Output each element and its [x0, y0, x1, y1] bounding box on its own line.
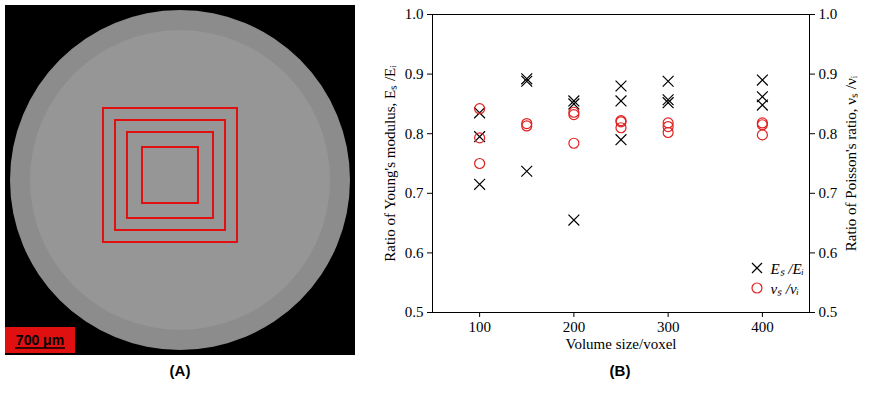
svg-text:0.7: 0.7: [819, 185, 838, 201]
svg-text:1.0: 1.0: [819, 6, 838, 22]
svg-text:0.6: 0.6: [819, 245, 838, 261]
svg-text:0.9: 0.9: [819, 66, 838, 82]
html-text:Eₛ /Eᵢ: Eₛ /Eᵢ: [770, 261, 804, 277]
svg-text:0.6: 0.6: [405, 245, 424, 261]
svg-text:0.8: 0.8: [405, 126, 424, 142]
svg-text:0.5: 0.5: [405, 304, 424, 320]
svg-text:300: 300: [657, 319, 680, 335]
html-text:(B): (B): [609, 362, 631, 379]
svg-text:0.8: 0.8: [819, 126, 838, 142]
svg-text:0.7: 0.7: [405, 185, 424, 201]
svg-text:Ratio of Young's modulus, Eₛ /: Ratio of Young's modulus, Eₛ /Eᵢ: [382, 65, 398, 262]
svg-text:400: 400: [751, 319, 774, 335]
html-text:νₛ /νᵢ: νₛ /νᵢ: [770, 281, 799, 297]
svg-text:100: 100: [468, 319, 491, 335]
svg-text:700 μm: 700 μm: [16, 332, 64, 348]
svg-text:0.5: 0.5: [819, 304, 838, 320]
svg-text:1.0: 1.0: [405, 6, 424, 22]
svg-text:0.9: 0.9: [405, 66, 424, 82]
svg-text:Ratio of Poisson's ratio, νₛ /: Ratio of Poisson's ratio, νₛ /νᵢ: [843, 75, 859, 251]
html-text:(A): (A): [169, 362, 191, 379]
svg-text:Volume size/voxel: Volume size/voxel: [566, 336, 677, 352]
svg-text:200: 200: [563, 319, 586, 335]
